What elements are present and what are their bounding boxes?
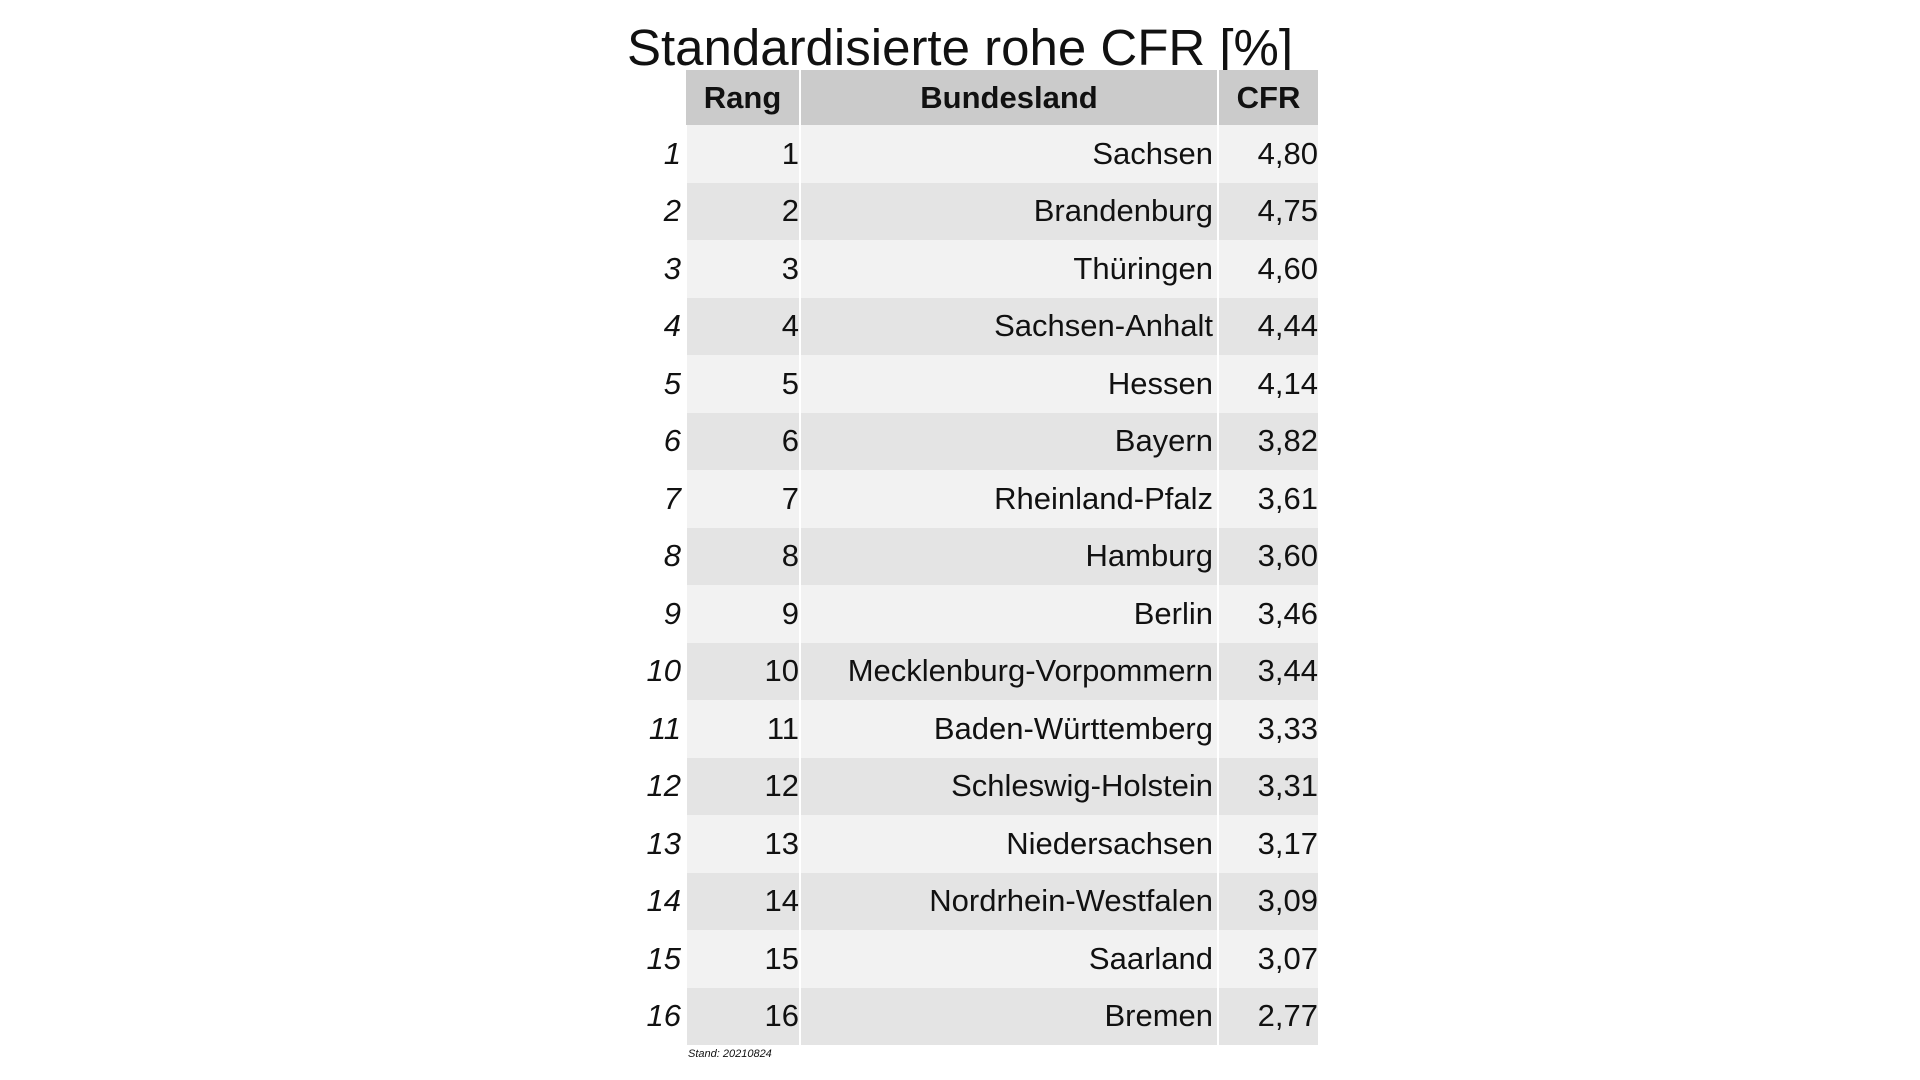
rang-cell: 2 [685,182,800,240]
cfr-value-cell: 3,17 [1217,815,1318,873]
row-index-cell: 12 [630,757,686,815]
cfr-value-cell: 4,14 [1217,355,1318,413]
header-bundesland: Bundesland [799,70,1218,125]
table-row: 6 6 Bayern 3,82 [630,412,1318,470]
cfr-value-cell: 4,44 [1217,297,1318,355]
rang-cell: 1 [685,125,800,183]
cfr-value-cell: 3,31 [1217,757,1318,815]
row-index-cell: 1 [630,125,686,183]
rang-cell: 8 [685,527,800,585]
table-row: 7 7 Rheinland-Pfalz 3,61 [630,470,1318,528]
row-index-cell: 4 [630,297,686,355]
rang-cell: 14 [685,872,800,930]
table-row: 12 12 Schleswig-Holstein 3,31 [630,757,1318,815]
table-row: 5 5 Hessen 4,14 [630,355,1318,413]
table-row: 15 15 Saarland 3,07 [630,930,1318,988]
table-row: 11 11 Baden-Württemberg 3,33 [630,700,1318,758]
cfr-table: Rang Bundesland CFR 1 1 Sachsen 4,80 2 2 Brand… [630,70,1318,1045]
cfr-value-cell: 3,61 [1217,470,1318,528]
table-row: 2 2 Brandenburg 4,75 [630,182,1318,240]
bundesland-cell: Thüringen [799,240,1218,298]
row-index-cell: 11 [630,700,686,758]
row-index-cell: 3 [630,240,686,298]
row-index-cell: 7 [630,470,686,528]
cfr-value-cell: 4,75 [1217,182,1318,240]
row-index-cell: 6 [630,412,686,470]
rang-cell: 16 [685,987,800,1045]
bundesland-cell: Bayern [799,412,1218,470]
rang-cell: 3 [685,240,800,298]
cfr-value-cell: 3,82 [1217,412,1318,470]
cfr-value-cell: 3,09 [1217,872,1318,930]
table-row: 16 16 Bremen 2,77 [630,987,1318,1045]
table-row: 9 9 Berlin 3,46 [630,585,1318,643]
cfr-value-cell: 4,60 [1217,240,1318,298]
table-row: 3 3 Thüringen 4,60 [630,240,1318,298]
table-row: 14 14 Nordrhein-Westfalen 3,09 [630,872,1318,930]
table-header-row: Rang Bundesland CFR [630,70,1318,125]
rang-cell: 12 [685,757,800,815]
row-index-cell: 9 [630,585,686,643]
rang-cell: 10 [685,642,800,700]
rang-cell: 7 [685,470,800,528]
table-row: 4 4 Sachsen-Anhalt 4,44 [630,297,1318,355]
bundesland-cell: Mecklenburg-Vorpommern [799,642,1218,700]
rang-cell: 13 [685,815,800,873]
bundesland-cell: Hessen [799,355,1218,413]
row-index-cell: 2 [630,182,686,240]
bundesland-cell: Sachsen [799,125,1218,183]
rang-cell: 11 [685,700,800,758]
row-index-cell: 13 [630,815,686,873]
bundesland-cell: Baden-Württemberg [799,700,1218,758]
table-row: 1 1 Sachsen 4,80 [630,125,1318,183]
row-index-cell: 16 [630,987,686,1045]
rang-cell: 15 [685,930,800,988]
row-index-cell: 8 [630,527,686,585]
rang-cell: 6 [685,412,800,470]
cfr-value-cell: 3,46 [1217,585,1318,643]
header-index-blank [630,70,686,125]
bundesland-cell: Berlin [799,585,1218,643]
bundesland-cell: Nordrhein-Westfalen [799,872,1218,930]
cfr-value-cell: 4,80 [1217,125,1318,183]
table-row: 13 13 Niedersachsen 3,17 [630,815,1318,873]
header-rang: Rang [686,70,800,125]
bundesland-cell: Saarland [799,930,1218,988]
bundesland-cell: Rheinland-Pfalz [799,470,1218,528]
cfr-value-cell: 3,33 [1217,700,1318,758]
rang-cell: 5 [685,355,800,413]
cfr-value-cell: 2,77 [1217,987,1318,1045]
table-title: Standardisierte rohe CFR [%] [626,19,1294,76]
row-index-cell: 14 [630,872,686,930]
bundesland-cell: Schleswig-Holstein [799,757,1218,815]
bundesland-cell: Bremen [799,987,1218,1045]
footnote-stand: Stand: 20210824 [688,1048,772,1060]
cfr-value-cell: 3,60 [1217,527,1318,585]
row-index-cell: 5 [630,355,686,413]
rang-cell: 4 [685,297,800,355]
header-cfr: CFR [1217,70,1318,125]
table-body: 1 1 Sachsen 4,80 2 2 Brandenburg 4,75 3 3 Thüringe… [630,125,1318,1045]
row-index-cell: 15 [630,930,686,988]
cfr-value-cell: 3,44 [1217,642,1318,700]
bundesland-cell: Niedersachsen [799,815,1218,873]
bundesland-cell: Brandenburg [799,182,1218,240]
bundesland-cell: Hamburg [799,527,1218,585]
bundesland-cell: Sachsen-Anhalt [799,297,1218,355]
row-index-cell: 10 [630,642,686,700]
table-row: 8 8 Hamburg 3,60 [630,527,1318,585]
table-row: 10 10 Mecklenburg-Vorpommern 3,44 [630,642,1318,700]
rang-cell: 9 [685,585,800,643]
cfr-value-cell: 3,07 [1217,930,1318,988]
